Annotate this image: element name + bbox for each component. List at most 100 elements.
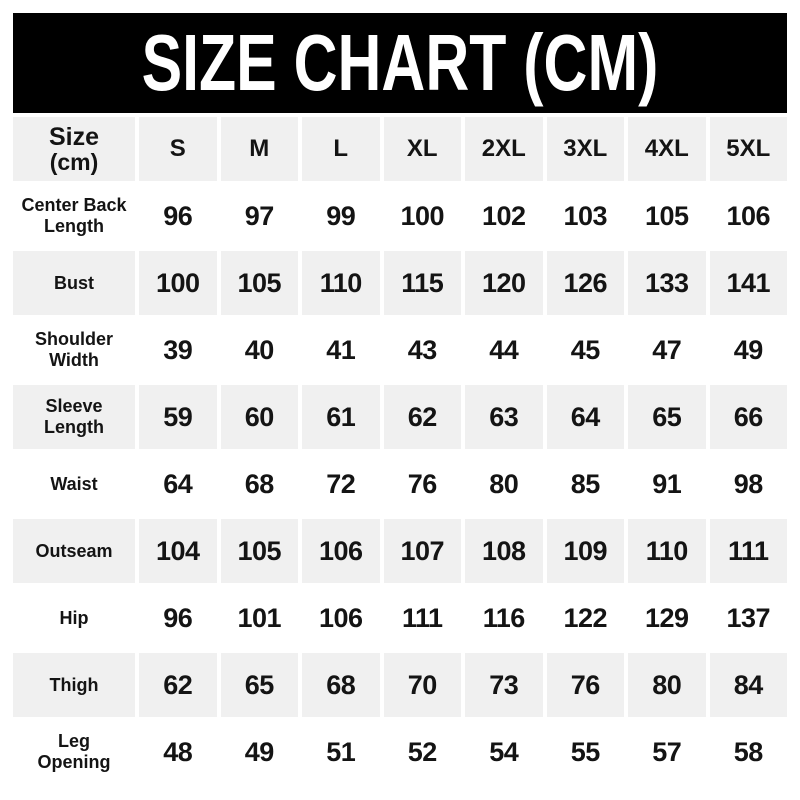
size-value-cell: 106: [318, 602, 363, 633]
row-label-line: Sleeve: [45, 396, 103, 417]
size-value-cell: 100: [139, 251, 217, 315]
size-value-cell: 104: [139, 519, 217, 583]
size-value-cell: 111: [401, 602, 443, 633]
size-value-cell: 65: [628, 385, 706, 449]
size-value-cell: 96: [163, 200, 193, 231]
size-chart-table: Size (cm) S M L XL 2XL 3XL 4XL 5XL Center Back Leng…: [9, 114, 791, 787]
row-label-line: Waist: [50, 473, 98, 494]
size-value-cell: 96: [163, 602, 193, 633]
size-value-cell: 68: [302, 653, 380, 717]
size-value-cell: 97: [244, 200, 275, 231]
size-value-cell: 41: [326, 334, 356, 365]
size-value-cell: 133: [628, 251, 706, 315]
size-value-cell: 55: [570, 736, 601, 767]
row-label-line: Center Back: [21, 195, 127, 216]
row-label-line: Shoulder: [34, 329, 113, 350]
row-label-line: Hip: [59, 607, 89, 628]
row-label: Thigh: [13, 653, 135, 717]
size-column-header: 5XL: [709, 117, 787, 181]
title-banner: SIZE CHART (CM): [13, 13, 787, 113]
size-value-cell: 80: [628, 653, 706, 717]
size-value-cell: 61: [302, 385, 380, 449]
size-column-header: XL: [383, 117, 461, 181]
size-value-cell: 68: [244, 468, 275, 499]
size-value-cell: 48: [163, 736, 193, 767]
size-value-cell: 106: [302, 519, 380, 583]
size-value-cell: 106: [726, 200, 771, 231]
table-row: Outseam 104 105 106 107 108 109 110 111: [13, 519, 787, 583]
size-value-cell: 129: [644, 602, 689, 633]
size-value-cell: 45: [570, 334, 601, 365]
size-value-cell: 43: [407, 334, 438, 365]
size-column-header: 2XL: [465, 117, 543, 181]
row-label-line: Leg: [57, 731, 90, 752]
size-value-cell: 85: [570, 468, 601, 499]
corner-header-line1: Size: [48, 122, 100, 151]
size-value-cell: 99: [326, 200, 356, 231]
row-label: Waist: [13, 452, 135, 516]
size-value-cell: 108: [465, 519, 543, 583]
size-value-cell: 137: [726, 602, 771, 633]
size-value-cell: 64: [546, 385, 624, 449]
size-value-cell: 62: [383, 385, 461, 449]
size-value-cell: 66: [709, 385, 787, 449]
row-label-line: Bust: [54, 272, 94, 293]
row-label-line: Length: [44, 417, 104, 437]
table-row: Shoulder Width 39 40 41 43 44 45 47 49: [13, 318, 787, 382]
row-label-line: Length: [44, 216, 104, 236]
size-value-cell: 54: [489, 736, 519, 767]
header-row: Size (cm) S M L XL 2XL 3XL 4XL 5XL: [13, 117, 787, 181]
page-title: SIZE CHART (CM): [141, 18, 659, 107]
size-value-cell: 110: [628, 519, 706, 583]
size-value-cell: 116: [482, 602, 526, 633]
size-value-cell: 58: [733, 736, 764, 767]
size-value-cell: 110: [302, 251, 380, 315]
size-column-header: L: [302, 117, 380, 181]
size-value-cell: 44: [489, 334, 519, 365]
size-value-cell: 49: [244, 736, 275, 767]
size-value-cell: 103: [563, 200, 608, 231]
size-value-cell: 63: [465, 385, 543, 449]
size-value-cell: 70: [383, 653, 461, 717]
size-value-cell: 64: [163, 468, 193, 499]
size-value-cell: 60: [220, 385, 298, 449]
size-value-cell: 107: [383, 519, 461, 583]
size-value-cell: 120: [465, 251, 543, 315]
row-label-line: Thigh: [49, 674, 99, 695]
size-value-cell: 105: [220, 519, 298, 583]
row-label: Outseam: [13, 519, 135, 583]
size-column-header: S: [139, 117, 217, 181]
table-row: Center Back Length 96 97 99 100 102 103 105 106: [13, 184, 787, 248]
size-value-cell: 39: [163, 334, 193, 365]
size-column-header: 4XL: [628, 117, 706, 181]
size-value-cell: 102: [481, 200, 526, 231]
row-label-line: Width: [49, 350, 99, 370]
size-value-cell: 98: [733, 468, 764, 499]
size-value-cell: 76: [407, 468, 438, 499]
corner-header: Size (cm): [13, 117, 135, 181]
size-value-cell: 105: [644, 200, 689, 231]
table-row: Leg Opening 48 49 51 52 54 55 57 58: [13, 720, 787, 784]
size-value-cell: 141: [709, 251, 787, 315]
table-row: Bust 100 105 110 115 120 126 133 141: [13, 251, 787, 315]
size-value-cell: 62: [139, 653, 217, 717]
row-label: Leg Opening: [13, 720, 135, 784]
size-value-cell: 105: [220, 251, 298, 315]
size-value-cell: 111: [709, 519, 787, 583]
size-column-header: M: [220, 117, 298, 181]
size-value-cell: 76: [546, 653, 624, 717]
row-label: Center Back Length: [13, 184, 135, 248]
row-label: Hip: [13, 586, 135, 650]
row-label: Sleeve Length: [13, 385, 135, 449]
size-value-cell: 101: [237, 602, 282, 633]
size-value-cell: 91: [652, 468, 682, 499]
size-value-cell: 51: [326, 736, 356, 767]
size-value-cell: 52: [407, 736, 438, 767]
table-row: Sleeve Length 59 60 61 62 63 64 65 66: [13, 385, 787, 449]
table-row: Thigh 62 65 68 70 73 76 80 84: [13, 653, 787, 717]
size-value-cell: 84: [709, 653, 787, 717]
size-value-cell: 59: [139, 385, 217, 449]
size-value-cell: 72: [326, 468, 356, 499]
table-row: Hip 96 101 106 111 116 122 129 137: [13, 586, 787, 650]
